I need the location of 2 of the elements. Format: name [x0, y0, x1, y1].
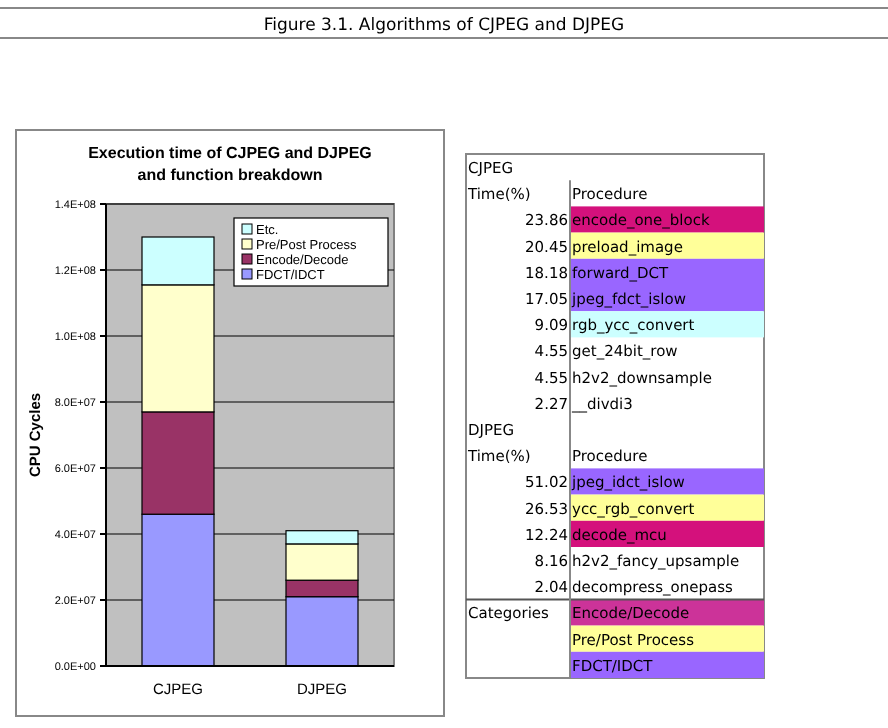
caption: Figure 3.1. Algorithms of CJPEG and DJPEG	[263, 16, 625, 36]
chart-title: Execution time of CJPEG and DJPEG and function breakdown	[88, 144, 372, 184]
